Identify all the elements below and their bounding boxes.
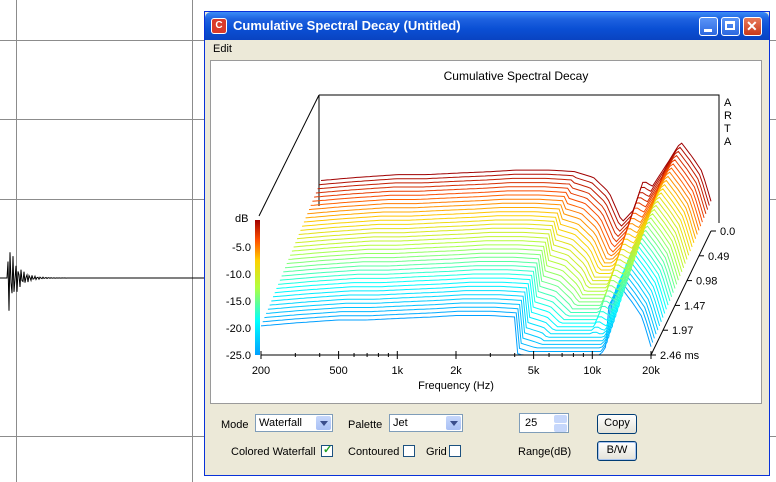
db-tick-label: -15.0 [226, 296, 251, 308]
watermark-letter: A [724, 136, 732, 148]
arta-app-icon[interactable]: C [211, 18, 227, 34]
copy-button[interactable]: Copy [597, 414, 637, 434]
waterfall-trace [305, 179, 697, 264]
watermark-letter: T [724, 123, 731, 135]
waterfall-trace [271, 262, 662, 335]
waterfall-trace [310, 167, 702, 253]
waterfall-trace [291, 213, 683, 292]
time-tick-label: 1.47 [684, 300, 705, 312]
palette-label: Palette [348, 419, 383, 431]
x-tick-label: 500 [329, 365, 347, 377]
bw-button[interactable]: B/W [597, 441, 637, 461]
spin-down-icon[interactable] [554, 424, 567, 432]
colored-waterfall-checkbox[interactable] [321, 443, 333, 457]
menu-bar: Edit [209, 40, 765, 58]
db-tick-label: -20.0 [226, 323, 251, 335]
time-tick-label: 0.98 [696, 276, 717, 288]
waterfall-trace [264, 279, 655, 349]
x-tick-label: 200 [252, 365, 270, 377]
window-titlebar[interactable]: C Cumulative Spectral Decay (Untitled) ✕ [205, 12, 769, 40]
waterfall-trace [300, 192, 691, 274]
time-tick-label: 2.46 ms [660, 350, 700, 362]
x-axis-label: Frequency (Hz) [418, 380, 494, 392]
waterfall-trace [281, 238, 673, 313]
db-tick-label: -10.0 [226, 269, 251, 281]
waterfall-trace [296, 200, 688, 282]
waterfall-trace [298, 196, 690, 278]
range-spinner[interactable]: 25 [519, 413, 569, 433]
minimize-icon[interactable] [699, 17, 718, 36]
x-tick-label: 5k [528, 365, 540, 377]
range-value: 25 [525, 417, 538, 429]
chevron-down-icon[interactable] [446, 416, 461, 430]
spin-up-icon[interactable] [554, 415, 567, 423]
mode-select[interactable]: Waterfall [255, 414, 333, 432]
waterfall-trace [276, 250, 667, 324]
waterfall-trace [303, 184, 695, 267]
watermark-letter: A [724, 97, 732, 109]
mode-value: Waterfall [259, 417, 302, 429]
waterfall-trace [295, 204, 686, 285]
time-tick-label: 0.0 [720, 226, 735, 238]
waterfall-trace [279, 242, 671, 317]
waterfall-trace [272, 258, 664, 331]
spectral-decay-window: C Cumulative Spectral Decay (Untitled) ✕… [204, 11, 770, 476]
x-tick-label: 2k [450, 365, 462, 377]
time-tick-label: 0.49 [708, 251, 729, 263]
colored-waterfall-label: Colored Waterfall [231, 446, 316, 458]
waterfall-trace [286, 225, 678, 303]
time-tick-label: 1.97 [672, 325, 693, 337]
close-icon[interactable]: ✕ [743, 17, 762, 36]
maximize-icon[interactable] [721, 17, 740, 36]
waterfall-trace [288, 221, 679, 299]
chevron-down-icon[interactable] [316, 416, 331, 430]
contoured-label: Contoured [348, 446, 400, 458]
waterfall-trace [283, 233, 674, 310]
waterfall-trace [267, 271, 659, 342]
waterfall-trace [278, 246, 669, 321]
colorbar [255, 220, 260, 355]
waterfall-trace [319, 146, 710, 227]
x-tick-label: 10k [583, 365, 601, 377]
waterfall-trace [269, 267, 661, 338]
x-tick-label: 1k [391, 365, 403, 377]
chart-title: Cumulative Spectral Decay [444, 69, 589, 83]
db-unit-label: dB [235, 213, 248, 225]
x-tick-label: 20k [642, 365, 660, 377]
waterfall-trace [290, 217, 681, 296]
grid-checkbox[interactable] [449, 445, 461, 457]
waterfall-trace [262, 283, 654, 352]
waterfall-trace [320, 142, 712, 222]
watermark-letter: R [724, 110, 732, 122]
waterfall-trace [302, 188, 693, 271]
menu-edit[interactable]: Edit [213, 43, 232, 55]
grid-label: Grid [426, 446, 447, 458]
range-label: Range(dB) [518, 446, 572, 458]
contoured-checkbox[interactable] [403, 445, 415, 457]
waterfall-trace [317, 150, 709, 232]
waterfall-trace [307, 175, 698, 260]
waterfall-trace [284, 229, 676, 306]
palette-select[interactable]: Jet [389, 414, 463, 432]
mode-label: Mode [221, 419, 249, 431]
db-tick-label: -5.0 [232, 242, 251, 254]
waterfall-trace [308, 171, 700, 257]
waterfall-trace [293, 208, 685, 289]
window-title: Cumulative Spectral Decay (Untitled) [233, 18, 461, 33]
waterfall-trace [312, 163, 703, 248]
waterfall-trace [266, 275, 657, 345]
waterfall-trace [315, 154, 707, 238]
waterfall-trace [314, 159, 705, 243]
waterfall-trace [274, 254, 666, 328]
db-tick-label: -25.0 [226, 350, 251, 362]
palette-value: Jet [393, 417, 408, 429]
